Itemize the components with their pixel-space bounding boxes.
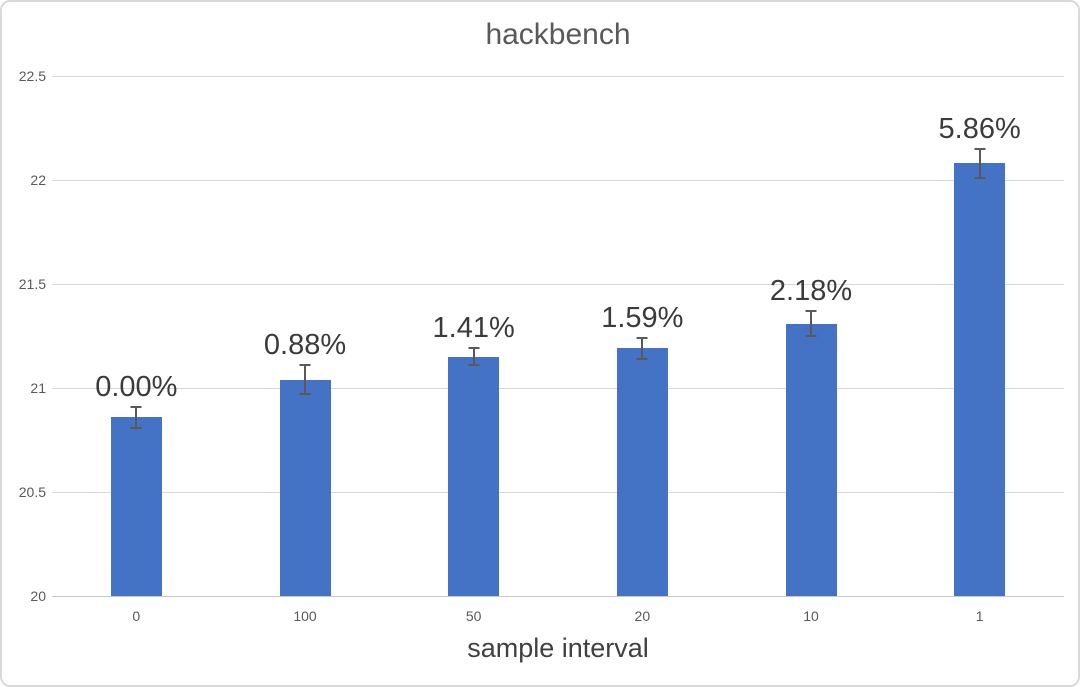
x-tick-label: 1: [975, 608, 984, 624]
x-tick-label: 0: [132, 608, 141, 624]
error-bar-stem: [304, 365, 306, 394]
x-tick-label: 50: [465, 608, 482, 624]
bar-data-label: 1.59%: [601, 302, 684, 334]
bar-data-label: 5.86%: [938, 113, 1021, 145]
bar-data-label: 0.88%: [263, 329, 347, 361]
error-bar-stem: [472, 348, 475, 365]
gridline: [52, 388, 1064, 389]
error-bar-stem: [135, 407, 138, 428]
x-tick-label: 100: [293, 608, 317, 624]
gridline: [52, 180, 1064, 181]
y-tick-label: 20: [30, 588, 46, 604]
gridline: [52, 492, 1064, 493]
y-tick-label: 22: [30, 172, 46, 188]
error-bar-cap: [636, 358, 648, 360]
bar: [111, 417, 162, 596]
error-bar-cap: [636, 337, 648, 339]
error-bar-stem: [978, 149, 981, 178]
gridline: [52, 284, 1064, 285]
error-bar-cap: [130, 427, 142, 429]
bar: [280, 380, 331, 596]
bar-data-label: 1.41%: [432, 312, 515, 344]
x-axis-line: [52, 596, 1064, 597]
error-bar-cap: [805, 310, 817, 312]
error-bar-cap: [805, 335, 817, 337]
error-bar-stem: [641, 338, 644, 359]
gridline: [52, 76, 1064, 77]
bar-data-label: 0.00%: [95, 371, 178, 403]
y-tick-label: 21: [30, 380, 46, 396]
x-tick-label: 10: [803, 608, 819, 624]
bar: [448, 357, 499, 596]
bar-data-label: 2.18%: [769, 275, 853, 307]
error-bar-cap: [299, 364, 311, 366]
error-bar-stem: [810, 311, 812, 336]
error-bar-cap: [974, 177, 986, 179]
bar: [786, 324, 837, 596]
y-tick-label: 21.5: [18, 276, 46, 292]
error-bar-cap: [974, 148, 986, 150]
error-bar-cap: [468, 347, 480, 349]
error-bar-cap: [299, 393, 311, 395]
y-tick-label: 20.5: [18, 484, 46, 500]
error-bar-cap: [468, 364, 480, 366]
y-tick-label: 22.5: [18, 68, 46, 84]
x-axis-title: sample interval: [467, 633, 649, 663]
bar: [954, 163, 1005, 596]
chart-title: hackbench: [485, 18, 631, 51]
error-bar-cap: [130, 406, 142, 408]
x-tick-label: 20: [634, 608, 651, 624]
bar: [617, 348, 668, 596]
